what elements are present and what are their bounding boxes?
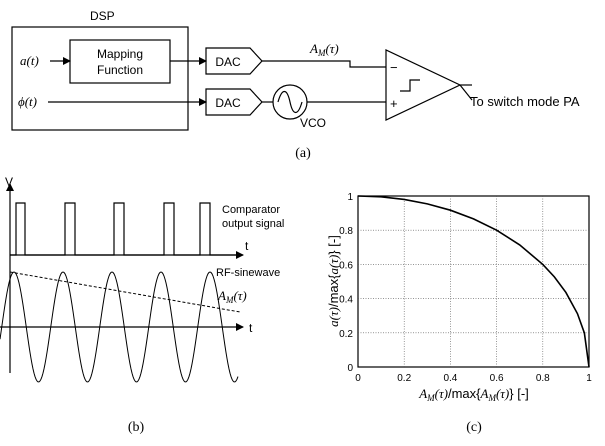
input-phi-label: ϕ(t) (18, 94, 37, 109)
t-label-bottom: t (249, 321, 253, 335)
x-tick-label: 0.6 (490, 373, 504, 384)
y-tick-label: 0.2 (339, 329, 353, 340)
panel-c-chart: 0 0.2 0.4 0.6 0.8 1 0 0.2 0.4 0.6 0.8 1 AM(τ)/max{… (326, 192, 592, 435)
comparator-plus: + (390, 96, 398, 111)
y-tick-label: 0.8 (339, 226, 353, 237)
input-a-label: a(t) (20, 53, 39, 68)
caption-b: (b) (128, 420, 145, 435)
rf-sinewave-label: RF-sinewave (216, 267, 280, 279)
comparator-label-line2: output signal (222, 218, 284, 230)
x-tick-label: 0.4 (443, 373, 457, 384)
am-envelope-line (9, 271, 241, 313)
y-tick-labels: 0 0.2 0.4 0.6 0.8 1 (339, 192, 353, 374)
dac-top-block (205, 47, 263, 75)
dsp-label: DSP (90, 9, 115, 23)
am-label-a: AM(τ) (309, 41, 339, 58)
y-tick-label: 0.6 (339, 260, 353, 271)
dac-bottom-label: DAC (215, 96, 241, 110)
chart-grid (358, 196, 589, 367)
rf-sinewave (0, 271, 239, 383)
x-tick-labels: 0 0.2 0.4 0.6 0.8 1 (355, 373, 592, 384)
dsp-box (11, 26, 189, 131)
x-axis-label: AM(τ)/max{AM(τ)} [-] (418, 386, 529, 403)
sine-wave-icon (277, 90, 303, 114)
caption-c: (c) (466, 420, 482, 435)
panel-b-waveforms: V t t Comparator output signal RF-sinewa… (0, 175, 284, 435)
mapping-label-line2: Function (97, 63, 143, 77)
output-lead (459, 84, 473, 101)
chart-frame (357, 195, 590, 368)
y-tick-label: 1 (347, 192, 353, 203)
comparator-minus: − (390, 60, 398, 75)
x-tick-label: 0.8 (536, 373, 550, 384)
quarter-circle-curve (357, 195, 590, 368)
mapping-label-line1: Mapping (97, 47, 143, 61)
t-label-top: t (245, 239, 249, 253)
comparator-label-line1: Comparator (222, 204, 280, 216)
am-signal-wire (262, 60, 386, 68)
comparator-triangle (385, 49, 462, 121)
x-tick-label: 0.2 (397, 373, 411, 384)
x-tick-label: 1 (586, 373, 592, 384)
comparator-square-wave (10, 202, 240, 256)
y-tick-label: 0 (347, 363, 353, 374)
vco-label: VCO (300, 116, 326, 130)
output-label: To switch mode PA (470, 94, 580, 109)
hysteresis-icon (400, 79, 420, 92)
v-axis-label: V (5, 175, 13, 189)
am-label-b: AM(τ) (217, 288, 247, 305)
panel-a-block-diagram: DSP a(t) Mapping Function DAC AM(τ) ϕ(t)… (11, 9, 580, 161)
dac-top-label: DAC (215, 55, 241, 69)
caption-a: (a) (295, 146, 311, 161)
dac-bottom-block (205, 88, 263, 116)
y-tick-label: 0.4 (339, 295, 353, 306)
y-axis-label: a(τ)/max{a(τ)} [-] (326, 235, 341, 327)
x-tick-label: 0 (355, 373, 361, 384)
